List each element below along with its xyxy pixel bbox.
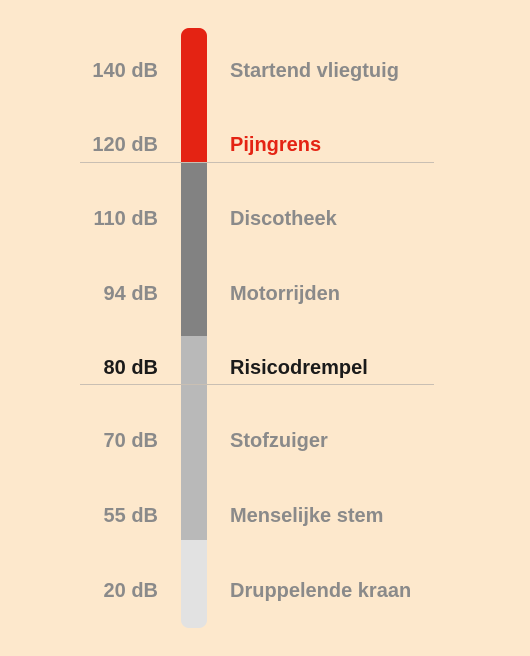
decibel-bar [181,28,207,628]
bar-segment-pain [181,28,207,162]
decibel-value: 140 dB [92,60,158,82]
sound-source-label: Startend vliegtuig [230,60,399,82]
threshold-line [80,162,434,163]
sound-source-label: Druppelende kraan [230,580,412,602]
sound-source-label: Menselijke stem [230,505,384,527]
sound-source-label: Motorrijden [230,283,340,305]
decibel-value: 110 dB [93,208,158,230]
decibel-value: 94 dB [103,283,158,305]
sound-source-label: Stofzuiger [230,430,328,452]
decibel-value: 120 dB [92,134,158,156]
decibel-value: 70 dB [103,430,158,452]
sound-source-label: Pijngrens [230,134,322,156]
sound-source-label: Discotheek [230,208,337,230]
decibel-value: 55 dB [103,505,158,527]
decibel-value: 20 dB [103,580,158,602]
bar-segment-low [181,540,207,628]
decibel-value: 80 dB [103,357,158,379]
bar-segment-high [181,162,207,336]
sound-source-label: Risicodrempel [230,357,368,379]
threshold-line [80,384,434,385]
bar-segment-medium [181,336,207,540]
